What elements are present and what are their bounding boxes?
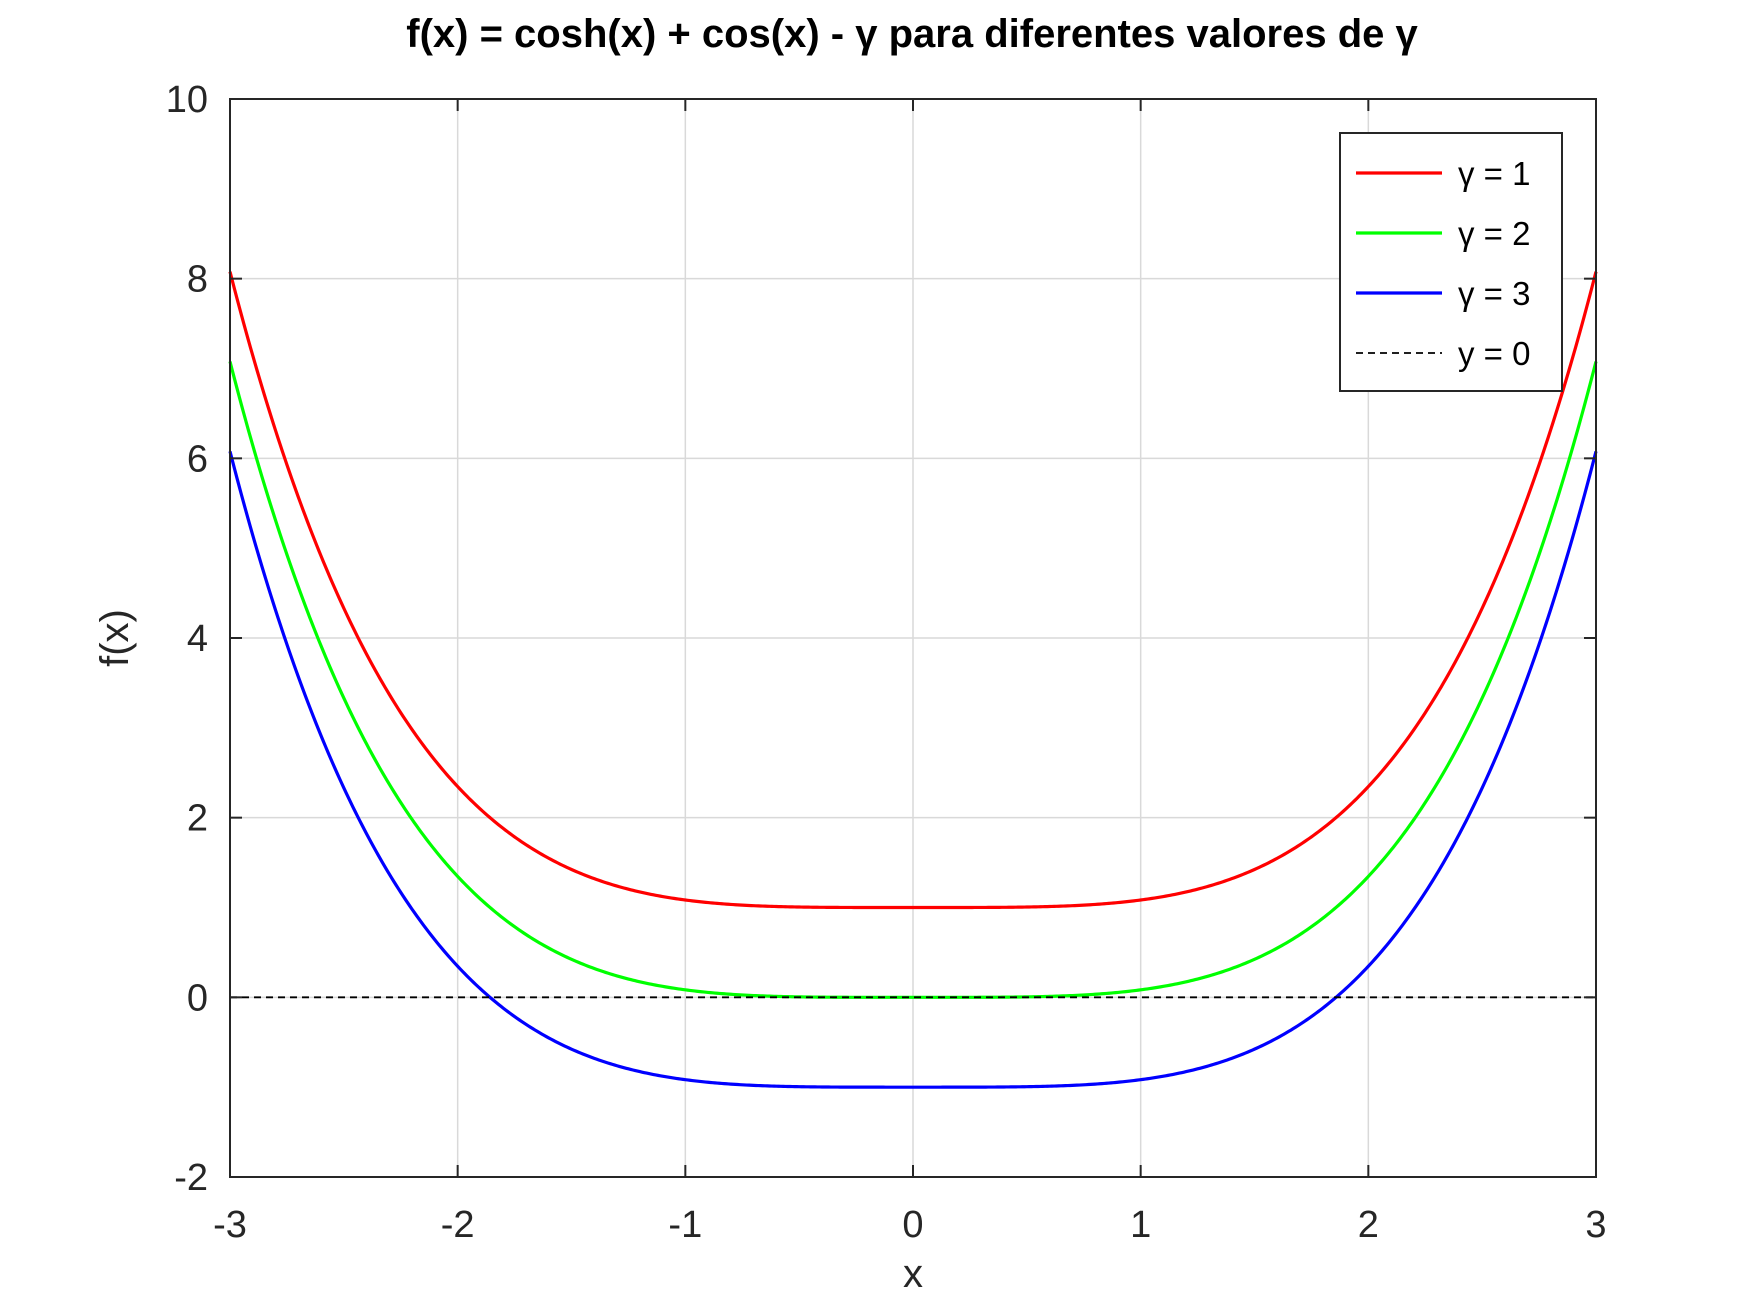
series-line	[228, 361, 1598, 999]
y-tick-label: 0	[187, 977, 208, 1019]
y-tick-label: 2	[187, 798, 208, 840]
y-tick-label: -2	[174, 1157, 208, 1199]
y-tick-label: 10	[166, 79, 208, 121]
legend-label: γ = 1	[1458, 155, 1530, 192]
y-axis-label: f(x)	[93, 609, 137, 667]
x-tick-label: 2	[1358, 1204, 1379, 1246]
legend-label: y = 0	[1458, 335, 1530, 372]
legend: γ = 1 γ = 2 γ = 3 y = 0	[1339, 132, 1563, 392]
series-line	[228, 271, 1598, 910]
ticks	[229, 98, 1597, 1178]
series-line	[228, 450, 1598, 1089]
chart-title: f(x) = cosh(x) + cos(x) - γ para diferen…	[406, 12, 1418, 56]
x-tick-label: -3	[213, 1204, 247, 1246]
x-tick-label: -2	[441, 1204, 475, 1246]
y-tick-label: 8	[187, 259, 208, 301]
y-tick-label: 4	[187, 618, 208, 660]
legend-label: γ = 2	[1458, 215, 1530, 252]
series-layer	[228, 271, 1598, 1089]
x-tick-label: 1	[1130, 1204, 1151, 1246]
x-tick-label: 0	[902, 1204, 923, 1246]
x-axis-label: x	[903, 1252, 923, 1296]
y-tick-label: 6	[187, 438, 208, 480]
legend-label: γ = 3	[1458, 275, 1530, 312]
x-tick-label: 3	[1585, 1204, 1606, 1246]
legend-box	[1339, 132, 1563, 392]
x-tick-label: -1	[668, 1204, 702, 1246]
